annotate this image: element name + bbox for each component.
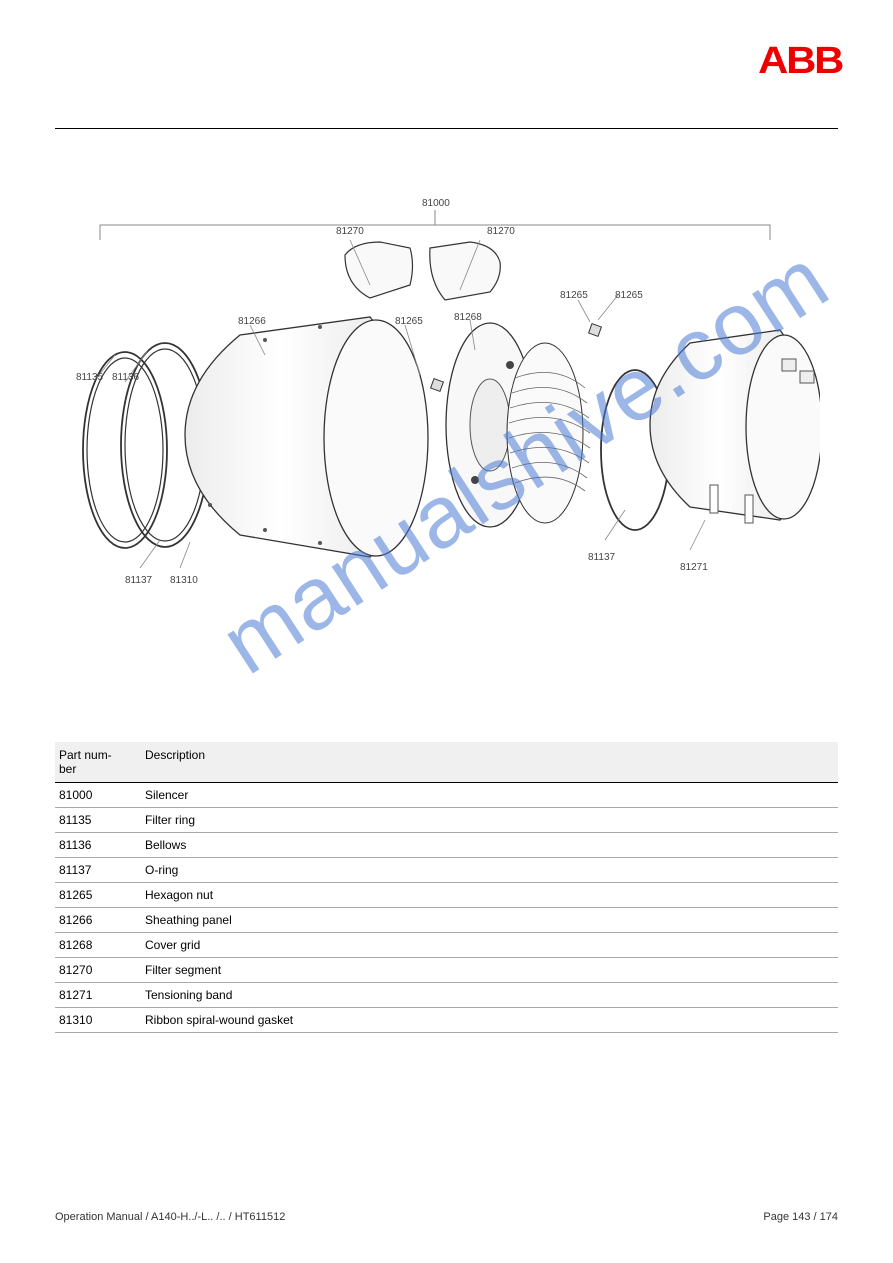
table-row: 81268Cover grid <box>55 933 838 958</box>
callout-81266: 81266 <box>238 316 266 327</box>
table-row: 81271Tensioning band <box>55 983 838 1008</box>
cell-desc: Filter ring <box>145 813 838 827</box>
callout-81137a: 81137 <box>125 575 152 586</box>
cell-desc: Bellows <box>145 838 838 852</box>
cell-desc: Ribbon spiral-wound gasket <box>145 1013 838 1027</box>
callout-81000: 81000 <box>422 198 450 209</box>
cell-desc: Hexagon nut <box>145 888 838 902</box>
table-row: 81310Ribbon spiral-wound gasket <box>55 1008 838 1033</box>
cell-num: 81137 <box>55 863 145 877</box>
table-row: 81136Bellows <box>55 833 838 858</box>
cell-desc: Cover grid <box>145 938 838 952</box>
header-rule <box>55 128 838 129</box>
parts-table: Part num- ber Description 81000Silencer … <box>55 742 838 1033</box>
cell-num: 81271 <box>55 988 145 1002</box>
cell-desc: Filter segment <box>145 963 838 977</box>
cell-num: 81310 <box>55 1013 145 1027</box>
table-row: 81135Filter ring <box>55 808 838 833</box>
callout-81268: 81268 <box>454 312 482 323</box>
header-partnum: Part num- ber <box>55 748 145 776</box>
footer-right: Page 143 / 174 <box>763 1211 838 1223</box>
callout-81271: 81271 <box>680 562 708 573</box>
cell-desc: Tensioning band <box>145 988 838 1002</box>
cell-desc: Silencer <box>145 788 838 802</box>
callout-81265b: 81265 <box>560 290 588 301</box>
table-header-row: Part num- ber Description <box>55 742 838 783</box>
callout-81310: 81310 <box>170 575 198 586</box>
footer: Operation Manual / A140-H../-L.. /.. / H… <box>55 1211 838 1223</box>
exploded-diagram <box>70 170 820 670</box>
cell-num: 81135 <box>55 813 145 827</box>
table-row: 81265Hexagon nut <box>55 883 838 908</box>
table-row: 81000Silencer <box>55 783 838 808</box>
table-row: 81266Sheathing panel <box>55 908 838 933</box>
cell-num: 81268 <box>55 938 145 952</box>
callout-81270a: 81270 <box>336 226 364 237</box>
callout-81136: 81136 <box>112 372 139 383</box>
footer-left: Operation Manual / A140-H../-L.. /.. / H… <box>55 1211 285 1223</box>
callout-81265c: 81265 <box>615 290 643 301</box>
cell-num: 81270 <box>55 963 145 977</box>
callout-81265a: 81265 <box>395 316 423 327</box>
table-row: 81270Filter segment <box>55 958 838 983</box>
cell-desc: O-ring <box>145 863 838 877</box>
cell-num: 81266 <box>55 913 145 927</box>
header-desc: Description <box>145 748 838 776</box>
abb-logo: ABB <box>758 40 842 83</box>
cell-num: 81000 <box>55 788 145 802</box>
cell-num: 81265 <box>55 888 145 902</box>
cell-desc: Sheathing panel <box>145 913 838 927</box>
cell-num: 81136 <box>55 838 145 852</box>
table-row: 81137O-ring <box>55 858 838 883</box>
callout-81137b: 81137 <box>588 552 615 563</box>
callout-81135a: 81135 <box>76 372 103 383</box>
header: ABB <box>762 40 838 83</box>
callout-81270b: 81270 <box>487 226 515 237</box>
